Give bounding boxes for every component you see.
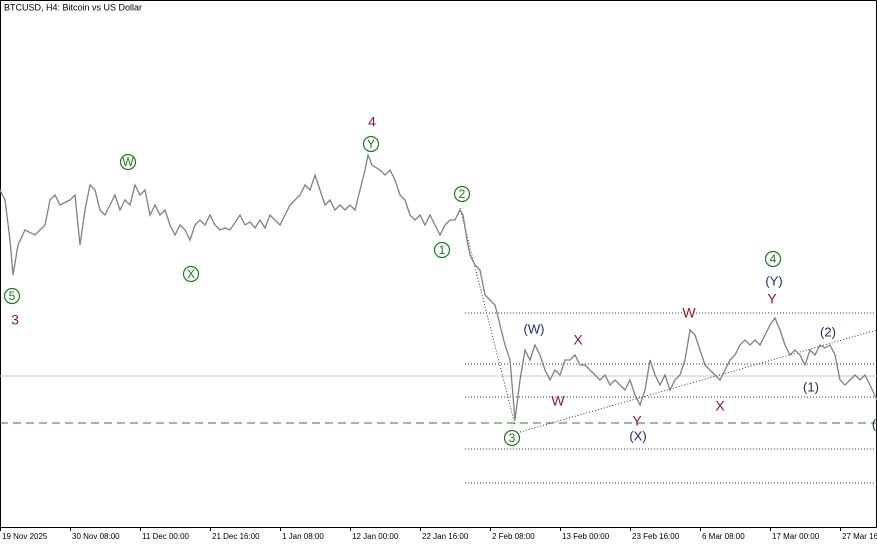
trend-line bbox=[459, 207, 516, 426]
price-series bbox=[0, 152, 877, 421]
wave-label: W bbox=[551, 393, 565, 409]
wave-ring bbox=[3, 287, 21, 305]
wave-ring bbox=[182, 265, 200, 283]
wave-label: W bbox=[682, 305, 696, 321]
trend-line bbox=[519, 329, 877, 433]
wave-label: 3 bbox=[11, 312, 19, 328]
x-tick-label: 21 Dec 16:00 bbox=[212, 532, 260, 541]
x-tick-label: 17 Mar 00:00 bbox=[772, 532, 820, 541]
wave-label: 5 bbox=[9, 289, 16, 303]
x-tick-label: 13 Feb 00:00 bbox=[562, 532, 610, 541]
x-tick-label: 12 Jan 00:00 bbox=[352, 532, 399, 541]
wave-label: (W) bbox=[524, 321, 545, 336]
x-tick-label: 1 Jan 08:00 bbox=[282, 532, 324, 541]
wave-label: X bbox=[187, 267, 195, 281]
x-tick-label: 2 Feb 08:00 bbox=[492, 532, 535, 541]
wave-labels: 4 Y W 5 3 X 2 1 (W) X W 3 Y (X) W X 4 (Y… bbox=[3, 114, 877, 447]
wave-label: 4 bbox=[368, 114, 376, 130]
wave-label: Y bbox=[367, 137, 375, 151]
wave-label: ( bbox=[872, 416, 877, 431]
wave-label: 4 bbox=[770, 252, 777, 266]
x-tick-label: 22 Jan 16:00 bbox=[422, 532, 469, 541]
wave-label: (1) bbox=[803, 379, 819, 394]
wave-ring bbox=[362, 135, 380, 153]
x-tick-label: 27 Mar 16:00 bbox=[842, 532, 877, 541]
wave-label: (2) bbox=[820, 324, 836, 339]
x-tick-label: 6 Mar 08:00 bbox=[702, 532, 745, 541]
x-tick-label: 23 Feb 16:00 bbox=[632, 532, 680, 541]
wave-label: (X) bbox=[629, 428, 646, 443]
x-tick-label: 30 Nov 08:00 bbox=[72, 532, 120, 541]
wave-label: 3 bbox=[509, 431, 516, 445]
wave-label: (Y) bbox=[765, 273, 782, 288]
wave-label: X bbox=[573, 332, 583, 348]
x-tick-label: 19 Nov 2025 bbox=[2, 532, 48, 541]
plot-frame bbox=[0, 0, 877, 528]
wave-ring bbox=[453, 185, 471, 203]
wave-label: Y bbox=[767, 291, 777, 307]
chart-title: BTCUSD, H4: Bitcoin vs US Dollar bbox=[4, 2, 142, 12]
wave-label: 1 bbox=[439, 243, 446, 257]
x-tick-label: 11 Dec 00:00 bbox=[142, 532, 190, 541]
wave-label: Y bbox=[632, 413, 642, 429]
wave-label: 2 bbox=[459, 187, 466, 201]
wave-ring bbox=[433, 241, 451, 259]
wave-ring bbox=[764, 250, 782, 268]
wave-ring bbox=[503, 429, 521, 447]
wave-label: W bbox=[122, 155, 134, 169]
wave-ring bbox=[119, 153, 137, 171]
wave-label: X bbox=[715, 398, 725, 414]
